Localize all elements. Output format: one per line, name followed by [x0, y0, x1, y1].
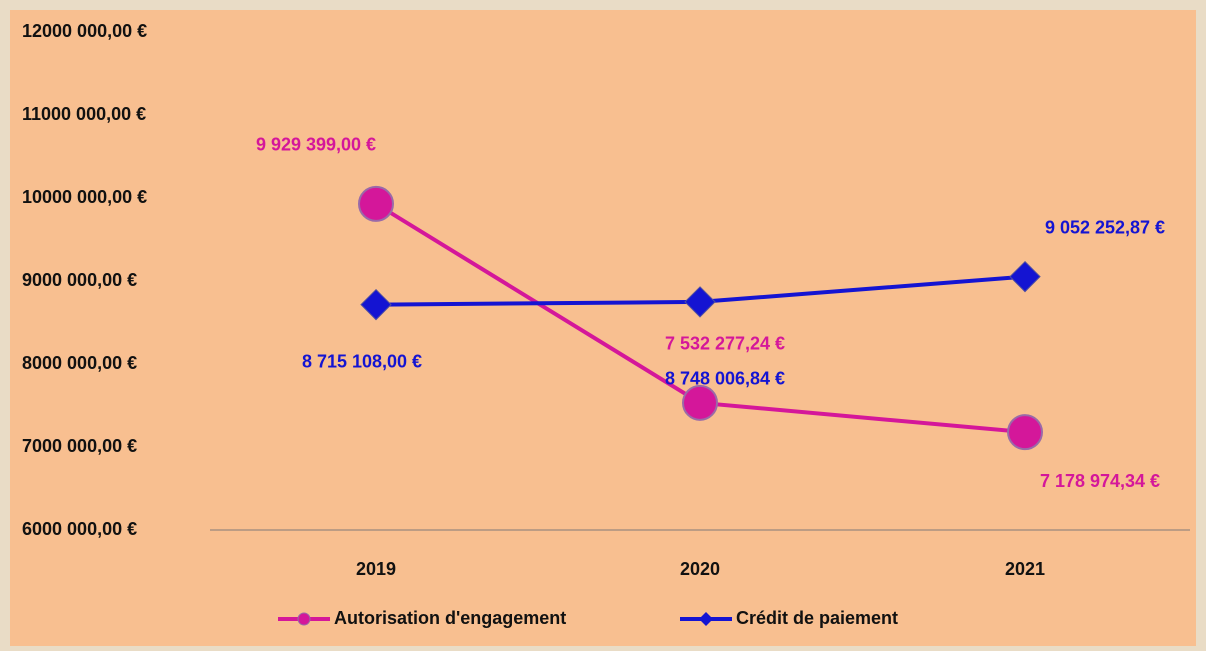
data-label: 7 532 277,24 €	[665, 334, 785, 354]
y-tick-label: 12000 000,00 €	[22, 21, 147, 41]
legend-marker	[699, 612, 713, 626]
y-tick-label: 10000 000,00 €	[22, 187, 147, 207]
y-tick-label: 6000 000,00 €	[22, 519, 137, 539]
marker	[1007, 414, 1043, 451]
data-label: 9 929 399,00 €	[256, 135, 376, 155]
legend-label: Autorisation d'engagement	[334, 608, 566, 628]
x-tick-label: 2020	[680, 559, 720, 579]
legend-marker	[297, 612, 311, 626]
x-tick-label: 2019	[356, 559, 396, 579]
legend-label: Crédit de paiement	[736, 608, 898, 628]
data-label: 8 748 006,84 €	[665, 369, 785, 389]
marker	[360, 288, 392, 321]
marker	[1009, 260, 1041, 293]
y-tick-label: 9000 000,00 €	[22, 270, 137, 290]
marker	[684, 286, 716, 318]
data-label: 8 715 108,00 €	[302, 351, 422, 371]
x-tick-label: 2021	[1005, 559, 1045, 579]
y-tick-label: 11000 000,00 €	[22, 104, 146, 124]
y-tick-label: 7000 000,00 €	[22, 436, 137, 456]
y-tick-label: 8000 000,00 €	[22, 353, 137, 373]
data-label: 9 052 252,87 €	[1045, 217, 1165, 237]
data-label: 7 178 974,34 €	[1040, 471, 1160, 491]
marker	[358, 185, 394, 222]
marker	[682, 384, 718, 421]
chart-area	[10, 10, 1196, 646]
